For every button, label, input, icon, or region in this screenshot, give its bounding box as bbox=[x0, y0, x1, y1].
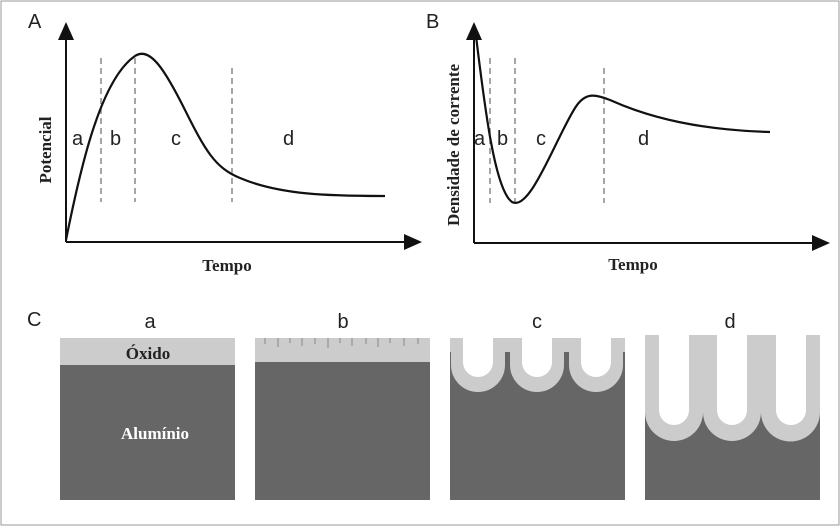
stage-label: b bbox=[337, 311, 348, 333]
cross-section bbox=[645, 335, 820, 500]
panel-label: C bbox=[27, 309, 41, 331]
x-axis-label: Tempo bbox=[202, 256, 251, 275]
panel-label: A bbox=[28, 11, 42, 33]
cross-section bbox=[60, 338, 235, 500]
current-curve bbox=[474, 35, 771, 204]
cross-section bbox=[255, 338, 430, 500]
stage-label: c bbox=[536, 128, 546, 150]
stage-label: d bbox=[283, 128, 294, 150]
stage-label: c bbox=[532, 311, 542, 333]
cross-section bbox=[450, 338, 625, 500]
y-axis-label: Densidade de corrente bbox=[444, 63, 463, 226]
oxide-label: Óxido bbox=[126, 344, 170, 363]
stage-label: b bbox=[497, 128, 508, 150]
x-axis-label: Tempo bbox=[608, 255, 657, 274]
stage-label: c bbox=[171, 128, 181, 150]
y-axis-label: Potencial bbox=[36, 116, 55, 183]
stage-label: b bbox=[110, 128, 121, 150]
metal-label: Alumínio bbox=[121, 424, 189, 443]
stage-label: a bbox=[144, 311, 156, 333]
panel-label: B bbox=[426, 11, 439, 33]
potential-curve bbox=[64, 52, 386, 241]
stage-label: a bbox=[474, 128, 486, 150]
stage-label: d bbox=[724, 311, 735, 333]
stage-label: a bbox=[72, 128, 84, 150]
stage-label: d bbox=[638, 128, 649, 150]
